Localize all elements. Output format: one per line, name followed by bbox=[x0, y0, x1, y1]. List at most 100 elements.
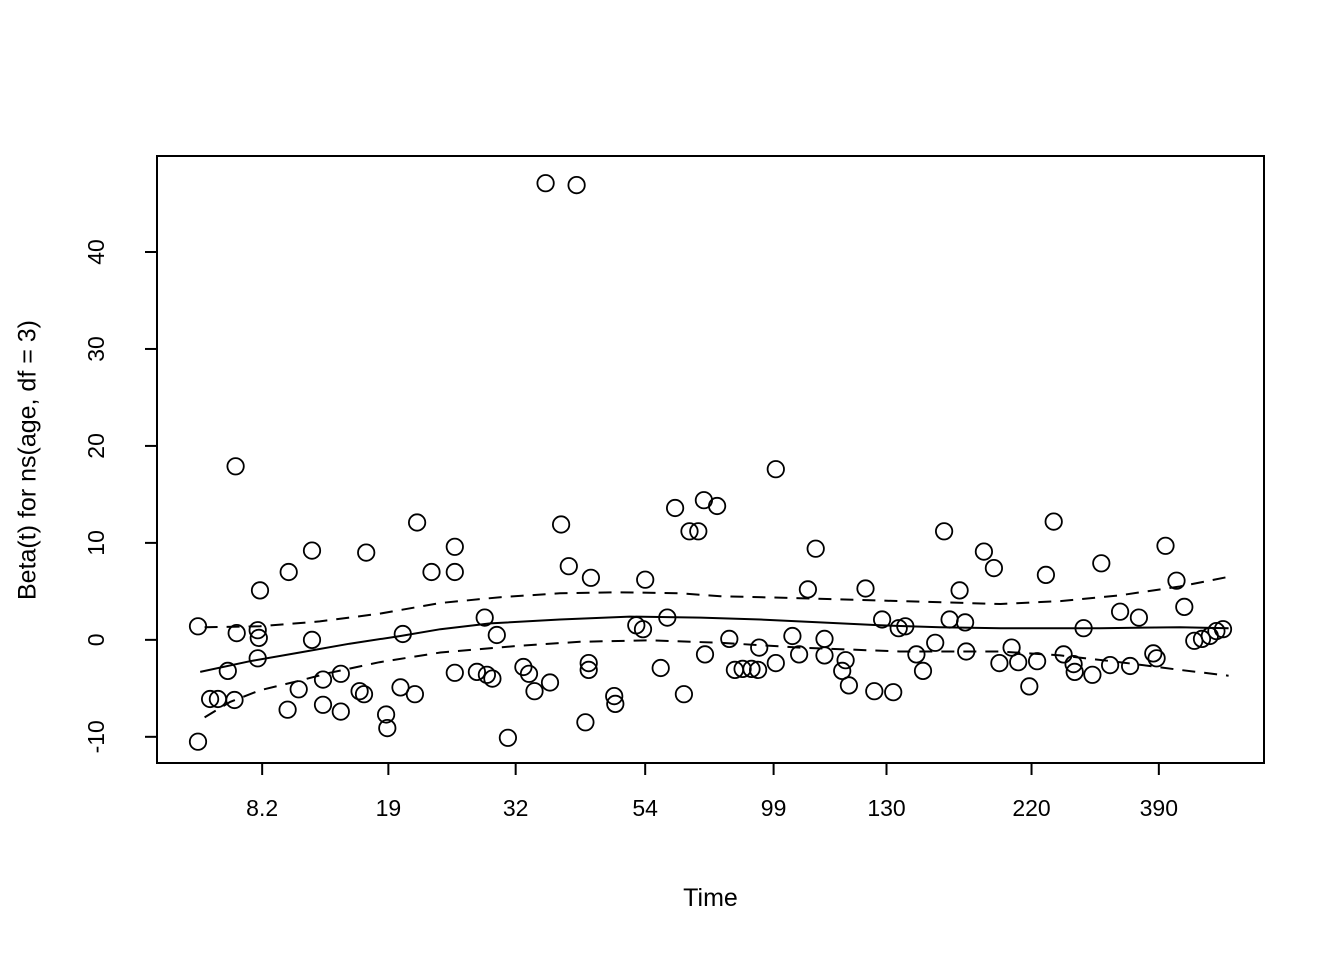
data-point bbox=[720, 629, 739, 649]
data-point bbox=[1144, 644, 1163, 663]
data-point bbox=[1065, 662, 1084, 682]
x-tick-label: 8.2 bbox=[246, 795, 278, 821]
data-point bbox=[1083, 665, 1102, 684]
lower-confidence-band bbox=[204, 639, 1229, 719]
data-point bbox=[833, 661, 852, 681]
data-point bbox=[536, 174, 555, 193]
data-point bbox=[839, 676, 859, 695]
confidence-bands bbox=[204, 575, 1229, 719]
data-point bbox=[1074, 619, 1093, 638]
data-point bbox=[567, 176, 586, 195]
data-point bbox=[519, 664, 539, 683]
data-point bbox=[896, 617, 915, 636]
data-point bbox=[225, 690, 244, 710]
data-point bbox=[695, 645, 715, 664]
data-point bbox=[1044, 512, 1063, 531]
data-point bbox=[806, 539, 825, 558]
data-point bbox=[707, 496, 727, 516]
upper-confidence-band bbox=[204, 575, 1229, 629]
scatter-points bbox=[188, 174, 1233, 751]
data-point bbox=[248, 621, 267, 640]
data-point bbox=[658, 608, 677, 627]
data-point bbox=[407, 513, 427, 532]
data-point bbox=[789, 645, 809, 664]
data-point bbox=[1009, 653, 1028, 672]
data-point bbox=[405, 685, 424, 704]
data-point bbox=[1175, 597, 1194, 617]
data-point bbox=[957, 642, 976, 661]
y-tick-label: 0 bbox=[83, 634, 109, 647]
data-point bbox=[940, 610, 959, 629]
data-point bbox=[227, 623, 246, 643]
data-point bbox=[1167, 571, 1186, 590]
data-point bbox=[1207, 621, 1226, 641]
data-point bbox=[188, 732, 208, 751]
data-point bbox=[889, 619, 908, 638]
data-point bbox=[798, 580, 818, 599]
x-tick-label: 130 bbox=[867, 795, 905, 821]
data-point bbox=[856, 579, 875, 598]
y-tick-label: 10 bbox=[83, 530, 109, 556]
data-point bbox=[313, 695, 333, 714]
data-point bbox=[279, 562, 298, 582]
data-point bbox=[665, 498, 685, 518]
data-point bbox=[188, 617, 208, 636]
data-point bbox=[576, 713, 595, 732]
data-point bbox=[313, 670, 333, 689]
data-point bbox=[350, 682, 369, 701]
data-point bbox=[766, 653, 785, 673]
data-point bbox=[357, 543, 376, 562]
data-point bbox=[289, 680, 308, 699]
data-point bbox=[750, 638, 769, 657]
data-point bbox=[907, 645, 926, 664]
data-point bbox=[302, 630, 322, 650]
data-point bbox=[1192, 629, 1212, 649]
data-point bbox=[483, 669, 502, 688]
data-point bbox=[633, 620, 653, 639]
data-point bbox=[498, 728, 517, 747]
data-point bbox=[689, 522, 708, 541]
data-point bbox=[1129, 608, 1149, 627]
data-point bbox=[201, 689, 220, 709]
data-point bbox=[984, 558, 1004, 578]
data-point bbox=[872, 610, 892, 629]
data-point bbox=[1002, 638, 1021, 657]
data-point bbox=[766, 460, 785, 479]
data-point bbox=[1028, 652, 1047, 671]
data-point bbox=[606, 694, 625, 714]
plot-box bbox=[156, 155, 1265, 764]
data-point bbox=[525, 682, 544, 701]
data-point bbox=[422, 562, 441, 582]
data-point bbox=[477, 665, 496, 684]
data-point bbox=[1121, 656, 1140, 676]
data-point bbox=[1213, 620, 1233, 639]
data-point bbox=[445, 537, 464, 556]
x-tick-label: 220 bbox=[1012, 795, 1050, 821]
data-point bbox=[783, 626, 802, 646]
data-point bbox=[934, 522, 954, 541]
data-point bbox=[1036, 565, 1056, 585]
data-point bbox=[836, 651, 855, 670]
data-point bbox=[551, 515, 571, 534]
data-point bbox=[445, 663, 464, 682]
data-point bbox=[955, 613, 975, 632]
data-point bbox=[1156, 536, 1175, 555]
data-point bbox=[302, 541, 322, 560]
data-point bbox=[331, 664, 350, 683]
data-point bbox=[1064, 654, 1083, 674]
data-point bbox=[974, 542, 994, 561]
data-point bbox=[674, 685, 694, 704]
data-point bbox=[354, 685, 374, 704]
data-point bbox=[1147, 649, 1166, 668]
x-tick-label: 19 bbox=[376, 795, 402, 821]
data-point bbox=[391, 678, 410, 697]
data-point bbox=[514, 657, 533, 677]
data-point bbox=[605, 686, 624, 706]
y-axis: -10 0 10 20 30 40 bbox=[83, 239, 157, 753]
data-point bbox=[250, 581, 270, 600]
data-point bbox=[1020, 677, 1039, 696]
data-point bbox=[248, 649, 267, 668]
data-point bbox=[680, 522, 699, 541]
data-point bbox=[884, 683, 903, 702]
